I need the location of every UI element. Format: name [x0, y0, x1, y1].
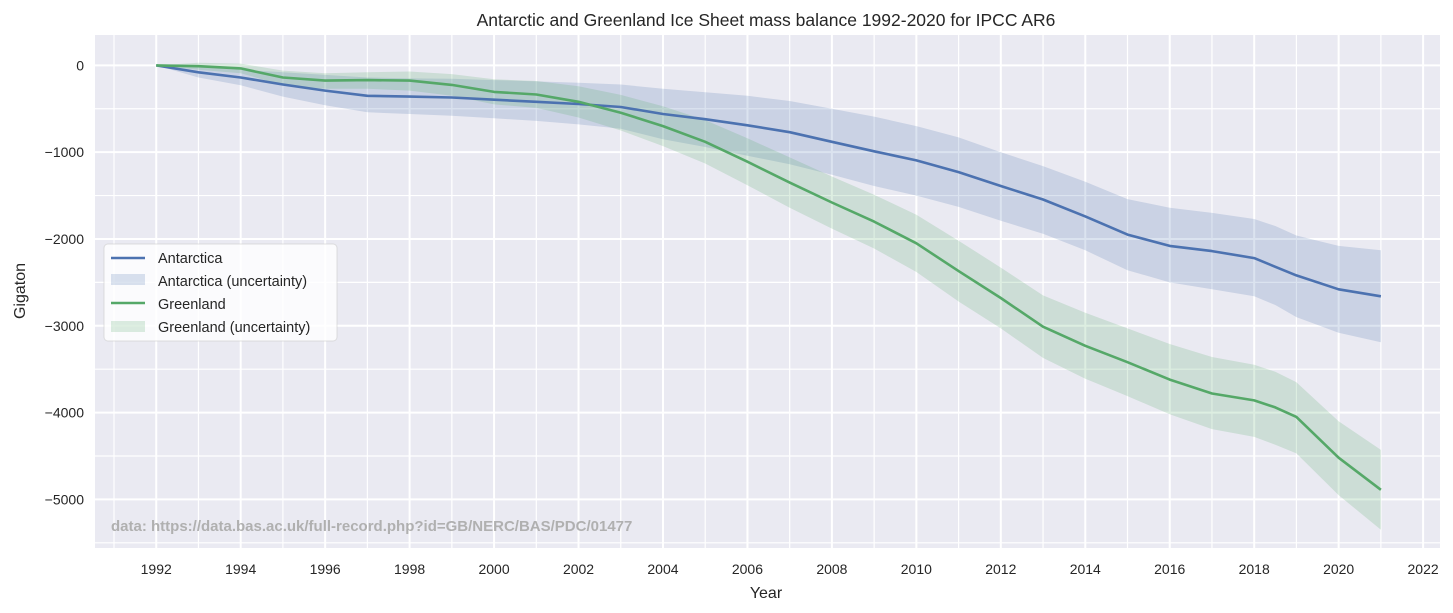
- uncertainty-bands: [156, 62, 1381, 530]
- x-tick-label: 2006: [732, 561, 763, 577]
- data-source-annotation: data: https://data.bas.ac.uk/full-record…: [111, 518, 632, 535]
- legend-box: [103, 243, 338, 342]
- x-tick-labels: 1992 1994 1996 1998 2000 2002 2004 2006 2008 2010…: [141, 561, 1439, 577]
- y-tick-label: −5000: [45, 491, 85, 507]
- x-axis-label: Year: [750, 585, 783, 602]
- greenland-line: [156, 64, 1382, 491]
- legend-greenland-uncertainty-patch-icon: [111, 321, 145, 332]
- x-tick-label: 2010: [901, 561, 932, 577]
- legend-antarctica-uncertainty-label: Antarctica (uncertainty): [158, 274, 307, 290]
- x-tick-label: 2012: [985, 561, 1016, 577]
- x-tick-label: 2016: [1154, 561, 1185, 577]
- legend-greenland-label: Greenland: [158, 297, 226, 313]
- antarctica-line: [155, 64, 1382, 298]
- grid: [95, 35, 1440, 548]
- x-tick-label: 2018: [1239, 561, 1270, 577]
- x-tick-label: 2008: [816, 561, 847, 577]
- x-tick-label: 2020: [1323, 561, 1354, 577]
- antarctica-uncertainty-band: [156, 65, 1381, 343]
- y-tick-label: −4000: [45, 405, 85, 421]
- legend-antarctica-uncertainty-patch-icon: [111, 274, 145, 285]
- x-tick-label: 1992: [141, 561, 172, 577]
- y-tick-label: 0: [76, 57, 84, 73]
- y-tick-label: −2000: [45, 231, 85, 247]
- x-tick-label: 2000: [478, 561, 509, 577]
- x-tick-label: 1996: [310, 561, 341, 577]
- legend[interactable]: Antarctica Antarctica (uncertainty) Gree…: [103, 243, 338, 342]
- x-tick-label: 1998: [394, 561, 425, 577]
- x-tick-label: 2004: [647, 561, 678, 577]
- chart-title: Antarctic and Greenland Ice Sheet mass b…: [477, 10, 1056, 30]
- legend-antarctica-label: Antarctica: [158, 251, 223, 267]
- x-tick-label: 2022: [1408, 561, 1439, 577]
- series-lines: [155, 64, 1382, 491]
- x-tick-label: 2014: [1070, 561, 1101, 577]
- x-tick-label: 2002: [563, 561, 594, 577]
- x-tick-label: 1994: [225, 561, 256, 577]
- y-tick-label: −1000: [45, 144, 85, 160]
- greenland-uncertainty-band: [156, 62, 1381, 530]
- y-axis-label: Gigaton: [12, 263, 29, 319]
- y-tick-labels: 0 −1000 −2000 −3000 −4000 −5000: [45, 57, 85, 507]
- legend-greenland-uncertainty-label: Greenland (uncertainty): [158, 320, 310, 336]
- y-tick-label: −3000: [45, 318, 85, 334]
